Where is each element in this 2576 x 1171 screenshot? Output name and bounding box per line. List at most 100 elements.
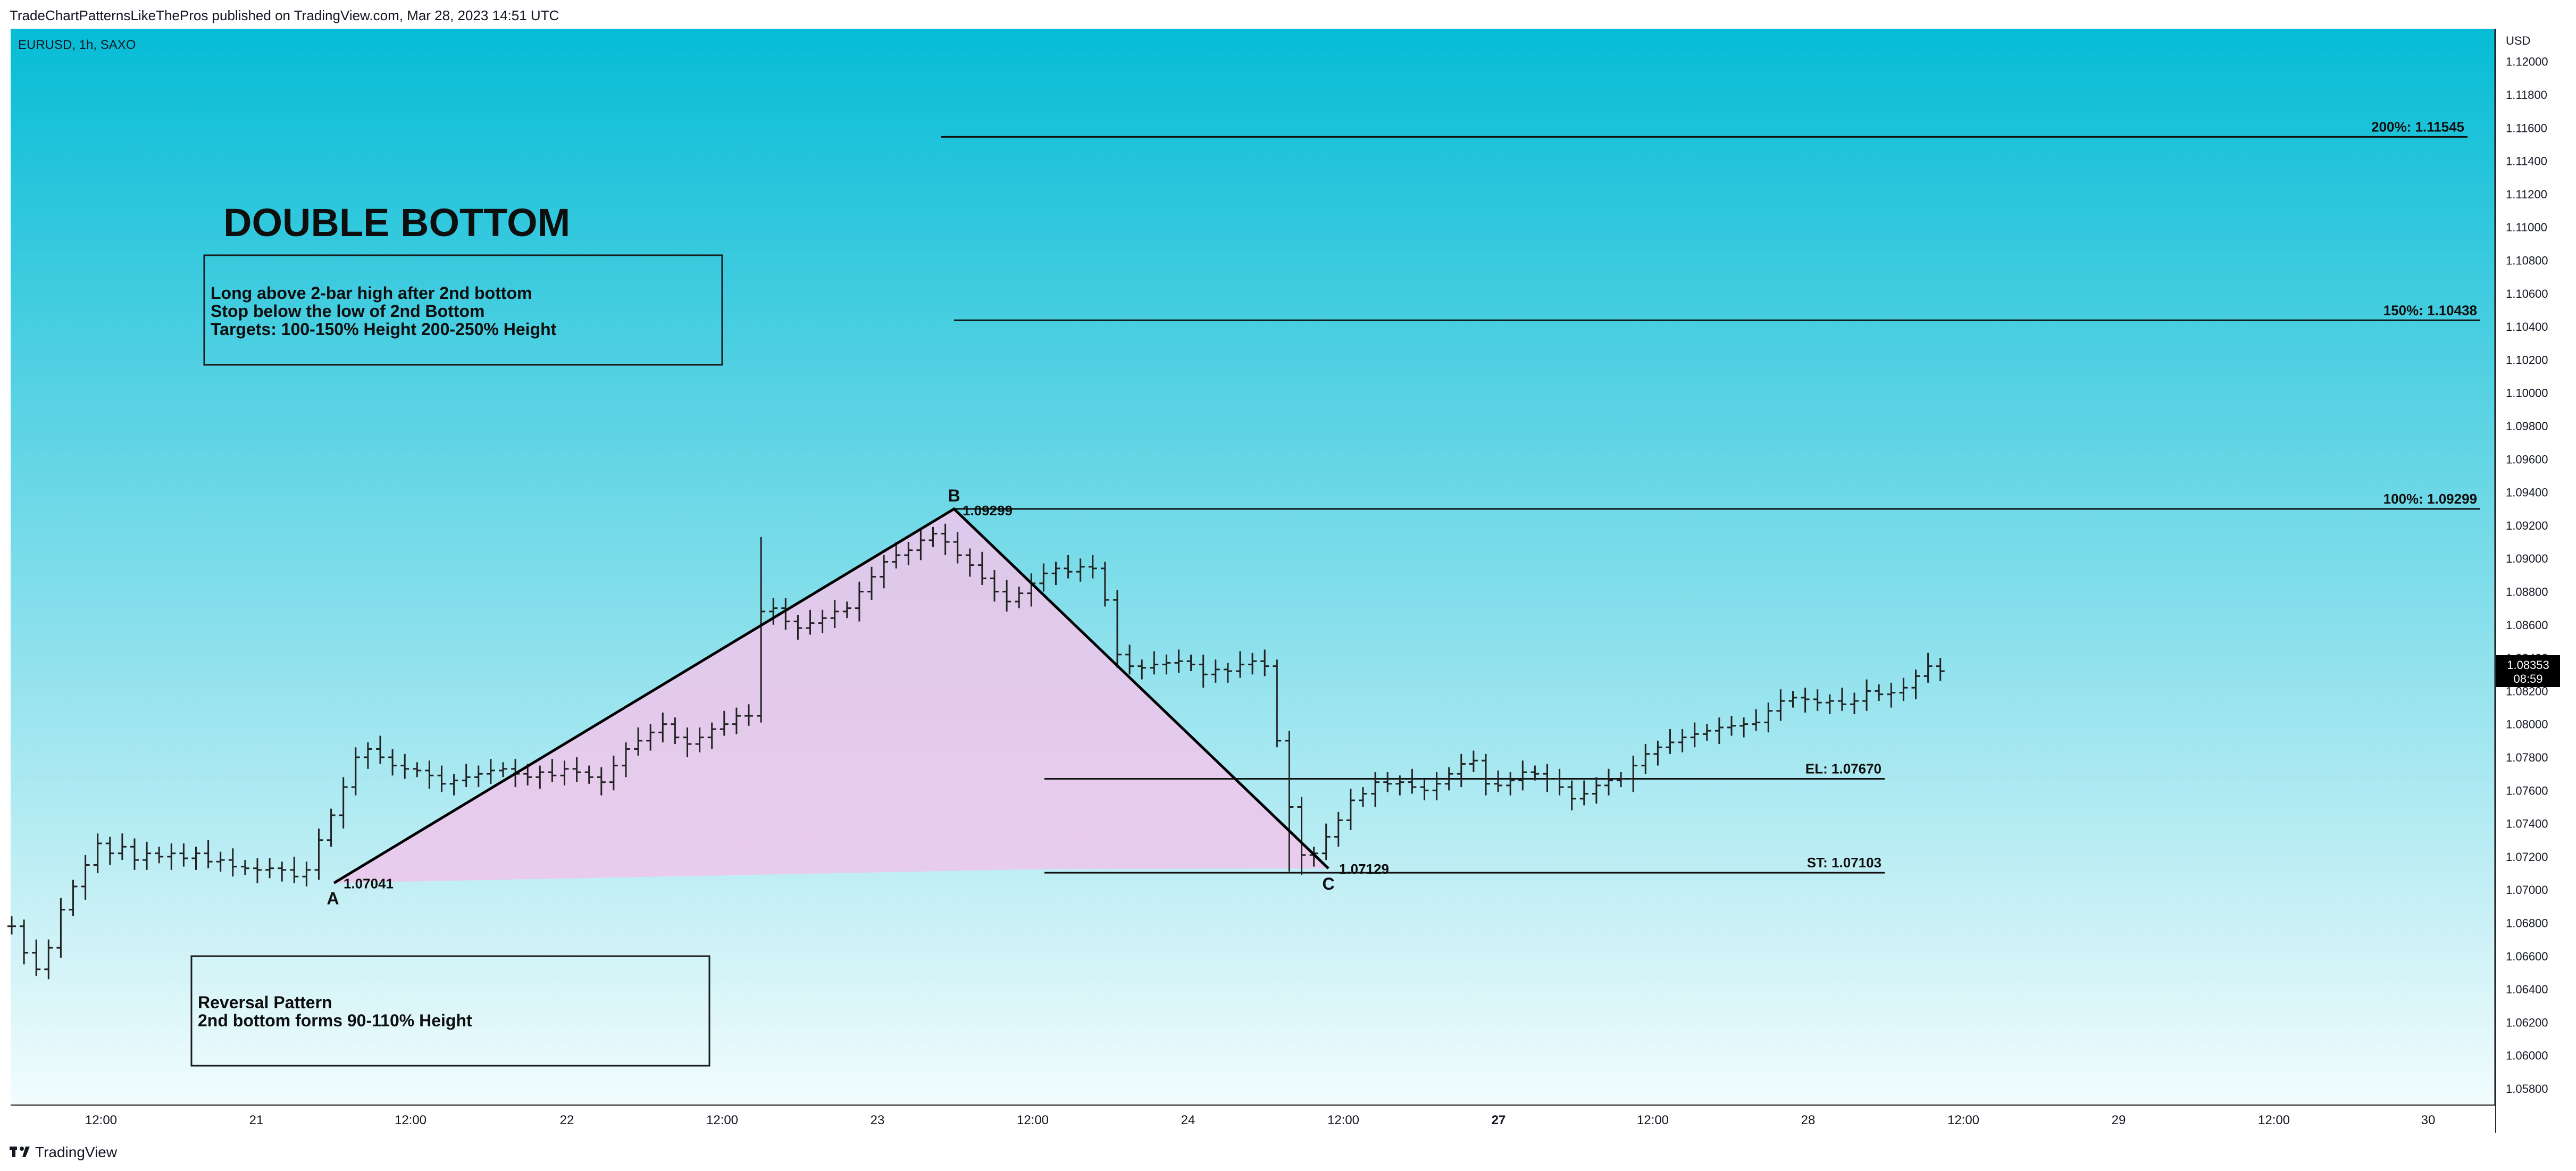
price-axis-currency: USD [2506, 34, 2530, 47]
rules-line-2: Stop below the low of 2nd Bottom [211, 302, 485, 321]
candle [253, 858, 262, 883]
candle [56, 898, 65, 958]
candle [69, 880, 78, 917]
price-tick-label: 1.07800 [2506, 751, 2548, 764]
candle [757, 537, 766, 723]
candle [1138, 659, 1147, 680]
candle [1285, 731, 1294, 872]
price-tick-label: 1.05800 [2506, 1082, 2548, 1095]
candle [1899, 677, 1908, 701]
candle [1408, 768, 1417, 794]
time-tick-label: 12:00 [2258, 1113, 2290, 1127]
candle [462, 764, 471, 788]
time-tick-label: 22 [560, 1113, 574, 1127]
notes-line-2: 2nd bottom forms 90-110% Height [198, 1011, 472, 1030]
candle [1002, 580, 1011, 612]
time-tick-label: 12:00 [706, 1113, 738, 1127]
last-price-value: 1.08353 [2507, 658, 2549, 672]
candle [1579, 780, 1588, 806]
candle [204, 840, 213, 868]
candle [32, 939, 41, 976]
candle [1494, 770, 1503, 792]
candle [1469, 750, 1478, 773]
price-tick-label: 1.10000 [2506, 387, 2548, 400]
candle [658, 712, 667, 742]
price-tick-label: 1.08600 [2506, 618, 2548, 632]
price-tick-label: 1.09600 [2506, 453, 2548, 466]
candlestick-series [7, 523, 1945, 980]
candle [191, 847, 200, 870]
time-tick-label: 12:00 [1637, 1113, 1669, 1127]
time-tick-label: 27 [1492, 1113, 1506, 1127]
price-tick-label: 1.10800 [2506, 254, 2548, 267]
candle [1223, 663, 1232, 683]
candle [449, 774, 458, 796]
last-price-tag [2496, 655, 2560, 687]
time-tick-label: 21 [249, 1113, 264, 1127]
price-tick-label: 1.09800 [2506, 420, 2548, 433]
candle [867, 566, 876, 600]
candle [572, 757, 581, 782]
price-tick-label: 1.06800 [2506, 917, 2548, 930]
time-tick-label: 12:00 [1947, 1113, 1979, 1127]
countdown-timer: 08:59 [2513, 672, 2542, 685]
rules-box [203, 254, 723, 366]
price-tick-label: 1.10200 [2506, 353, 2548, 366]
candle [1297, 797, 1306, 875]
pattern-points: A 1.07041 B1.09299 C 1.07129 [327, 486, 1389, 908]
price-tick-label: 1.08800 [2506, 586, 2548, 599]
candle [634, 727, 643, 756]
price-tick-label: 1.06400 [2506, 983, 2548, 996]
candle [990, 570, 999, 602]
price-tick-label: 1.10400 [2506, 320, 2548, 333]
candle [1555, 768, 1564, 796]
point-value-b: 1.09299 [963, 503, 1013, 518]
candle [20, 919, 29, 965]
price-tick-label: 1.07200 [2506, 850, 2548, 864]
time-tick-label: 12:00 [1327, 1113, 1359, 1127]
candle [425, 760, 434, 789]
price-tick-label: 1.07600 [2506, 784, 2548, 797]
candle [167, 843, 176, 870]
candle [1837, 688, 1846, 711]
candle [1457, 754, 1466, 788]
price-tick-label: 1.11800 [2506, 88, 2547, 102]
candle [265, 858, 274, 879]
tradingview-logo-icon[interactable] [10, 1147, 30, 1157]
level-label: 200%: 1.11545 [2371, 119, 2464, 135]
price-tick-label: 1.06600 [2506, 950, 2548, 963]
time-tick-label: 29 [2112, 1113, 2126, 1127]
header-bar [0, 0, 2576, 29]
candle [1162, 654, 1171, 675]
candle [81, 855, 90, 900]
candle [1125, 645, 1134, 675]
candle [842, 601, 851, 618]
candle [1850, 692, 1859, 715]
candle [855, 581, 864, 622]
time-tick-label: 12:00 [85, 1113, 117, 1127]
price-tick-label: 1.07000 [2506, 883, 2548, 897]
candle [597, 767, 606, 796]
candle [1629, 755, 1638, 792]
point-label-a: A [327, 889, 339, 908]
time-tick-label: 30 [2421, 1113, 2436, 1127]
rules-line-3: Targets: 100-150% Height 200-250% Height [211, 320, 557, 339]
footer-logo-text[interactable]: TradingView [35, 1144, 118, 1160]
price-tick-label: 1.12000 [2506, 55, 2548, 69]
time-tick-label: 24 [1181, 1113, 1195, 1127]
candle [302, 861, 311, 886]
price-tick-label: 1.06200 [2506, 1016, 2548, 1029]
candle [916, 529, 925, 561]
time-tick-label: 12:00 [1017, 1113, 1049, 1127]
candle [1051, 562, 1060, 586]
double-bottom-pattern-fill [334, 509, 1328, 883]
candle [1322, 823, 1331, 860]
candle [1727, 716, 1736, 736]
candle [1186, 654, 1195, 672]
candle [1346, 789, 1355, 831]
candle [1788, 691, 1797, 708]
rules-line-1: Long above 2-bar high after 2nd bottom [211, 283, 532, 303]
plot-background [11, 29, 2495, 1105]
candle [216, 851, 225, 872]
candle [683, 727, 692, 757]
